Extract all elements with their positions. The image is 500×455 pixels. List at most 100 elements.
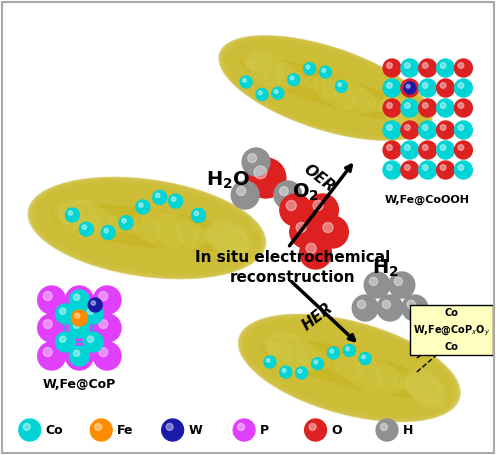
Circle shape [454, 161, 472, 179]
Ellipse shape [328, 357, 343, 372]
Circle shape [436, 99, 454, 117]
Circle shape [88, 308, 94, 314]
Circle shape [162, 419, 184, 441]
Circle shape [296, 367, 308, 379]
Ellipse shape [194, 228, 211, 243]
Text: O: O [332, 424, 342, 436]
Circle shape [454, 99, 472, 117]
Circle shape [404, 165, 410, 170]
Circle shape [458, 83, 464, 88]
Ellipse shape [42, 189, 252, 267]
Circle shape [422, 145, 428, 150]
Circle shape [74, 294, 80, 300]
Circle shape [70, 346, 89, 366]
Text: H: H [403, 424, 413, 436]
Circle shape [383, 59, 401, 77]
Circle shape [458, 102, 464, 108]
Circle shape [320, 66, 332, 78]
Ellipse shape [54, 208, 70, 223]
Circle shape [454, 79, 472, 97]
Circle shape [104, 228, 108, 233]
Circle shape [382, 300, 390, 308]
Ellipse shape [44, 191, 250, 265]
Circle shape [322, 69, 326, 72]
Text: Co: Co [46, 424, 64, 436]
Text: W: W [188, 424, 202, 436]
Text: W,Fe@CoP: W,Fe@CoP [43, 378, 116, 391]
Ellipse shape [156, 213, 198, 251]
Ellipse shape [58, 204, 86, 231]
Circle shape [168, 194, 182, 208]
Circle shape [404, 102, 410, 108]
Ellipse shape [344, 353, 383, 391]
Ellipse shape [249, 323, 450, 413]
Circle shape [406, 84, 410, 88]
Ellipse shape [124, 218, 140, 233]
Text: Co
W,Fe@CoP$_x$O$_y$
Co: Co W,Fe@CoP$_x$O$_y$ Co [413, 308, 490, 353]
Circle shape [44, 292, 52, 301]
Circle shape [436, 121, 454, 139]
Ellipse shape [30, 179, 264, 277]
Ellipse shape [42, 190, 251, 266]
Ellipse shape [243, 318, 456, 419]
Ellipse shape [227, 42, 424, 134]
Ellipse shape [31, 179, 262, 277]
Circle shape [352, 295, 378, 321]
Ellipse shape [205, 230, 222, 245]
Circle shape [377, 295, 403, 321]
Ellipse shape [275, 63, 298, 87]
Ellipse shape [52, 205, 242, 251]
Ellipse shape [242, 317, 456, 419]
Ellipse shape [220, 36, 431, 140]
Circle shape [404, 145, 410, 150]
Circle shape [238, 424, 244, 430]
Circle shape [94, 286, 121, 314]
Ellipse shape [244, 318, 455, 418]
Circle shape [119, 216, 133, 230]
Circle shape [458, 165, 464, 170]
Circle shape [66, 286, 94, 314]
Ellipse shape [40, 187, 254, 268]
Ellipse shape [228, 43, 422, 133]
Text: HER: HER [300, 300, 337, 333]
Circle shape [240, 76, 252, 88]
Ellipse shape [259, 54, 292, 89]
Circle shape [419, 141, 436, 159]
Circle shape [138, 203, 143, 207]
Text: Fe: Fe [117, 424, 134, 436]
Circle shape [248, 154, 256, 162]
Ellipse shape [33, 181, 261, 275]
Circle shape [401, 161, 419, 179]
Circle shape [71, 348, 80, 357]
Ellipse shape [28, 177, 266, 279]
Ellipse shape [41, 188, 252, 268]
Circle shape [407, 300, 416, 308]
Circle shape [264, 356, 276, 368]
Ellipse shape [391, 101, 414, 126]
Ellipse shape [89, 208, 118, 235]
Circle shape [82, 225, 86, 229]
Circle shape [74, 313, 80, 318]
Ellipse shape [240, 316, 458, 420]
Ellipse shape [376, 365, 403, 392]
Ellipse shape [278, 335, 316, 373]
Ellipse shape [246, 319, 454, 416]
Ellipse shape [368, 97, 382, 111]
Ellipse shape [30, 178, 264, 278]
Circle shape [88, 298, 102, 312]
Circle shape [383, 161, 401, 179]
Ellipse shape [221, 37, 430, 139]
Ellipse shape [57, 209, 74, 224]
Ellipse shape [250, 325, 448, 411]
Ellipse shape [385, 96, 418, 131]
Circle shape [404, 82, 416, 94]
Circle shape [56, 332, 76, 352]
Circle shape [66, 208, 80, 222]
Ellipse shape [248, 323, 450, 414]
Circle shape [94, 342, 121, 370]
Circle shape [23, 424, 30, 430]
Circle shape [60, 308, 66, 314]
Circle shape [394, 277, 402, 286]
Circle shape [84, 332, 103, 352]
Circle shape [383, 79, 401, 97]
